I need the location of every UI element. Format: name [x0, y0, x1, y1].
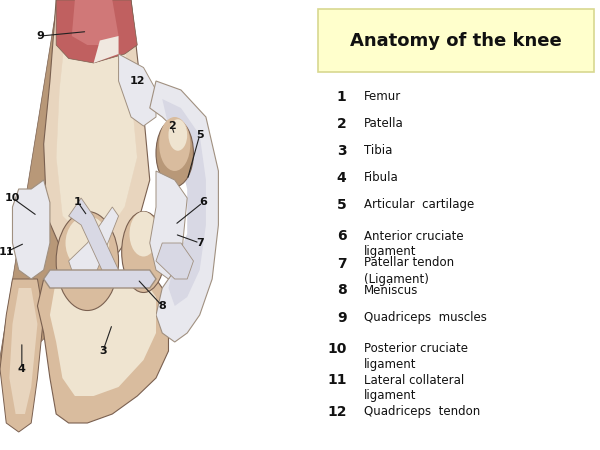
Polygon shape — [0, 279, 44, 432]
Ellipse shape — [156, 119, 193, 187]
Ellipse shape — [65, 216, 109, 270]
Text: 2: 2 — [168, 121, 175, 131]
Text: 4: 4 — [18, 364, 26, 374]
Polygon shape — [0, 9, 125, 396]
Text: Fibula: Fibula — [364, 171, 398, 184]
Text: 11: 11 — [327, 374, 347, 387]
Polygon shape — [50, 279, 156, 396]
Text: Quadriceps  muscles: Quadriceps muscles — [364, 310, 487, 324]
Text: 5: 5 — [196, 130, 203, 140]
Polygon shape — [44, 0, 150, 261]
Text: 8: 8 — [337, 284, 347, 297]
Polygon shape — [72, 0, 119, 45]
Polygon shape — [68, 198, 119, 279]
Polygon shape — [94, 36, 119, 63]
Text: 9: 9 — [337, 310, 347, 324]
Polygon shape — [119, 54, 156, 126]
Ellipse shape — [169, 119, 187, 151]
Text: 12: 12 — [130, 76, 145, 86]
Polygon shape — [13, 180, 50, 279]
Text: 12: 12 — [327, 405, 347, 419]
Polygon shape — [162, 99, 206, 306]
Text: 7: 7 — [196, 238, 203, 248]
Text: 6: 6 — [337, 230, 347, 243]
Text: Anterior cruciate
ligament: Anterior cruciate ligament — [364, 230, 463, 258]
FancyBboxPatch shape — [318, 9, 594, 72]
Ellipse shape — [130, 212, 158, 256]
Polygon shape — [150, 171, 187, 279]
Polygon shape — [56, 0, 137, 63]
Text: 5: 5 — [337, 198, 347, 212]
Text: Quadriceps  tendon: Quadriceps tendon — [364, 405, 480, 418]
Text: 2: 2 — [337, 117, 347, 131]
Text: 8: 8 — [158, 301, 166, 311]
Text: Femur: Femur — [364, 90, 401, 103]
Text: Patellar tendon
(Ligament): Patellar tendon (Ligament) — [364, 256, 454, 285]
Text: Articular  cartilage: Articular cartilage — [364, 198, 474, 211]
Polygon shape — [44, 270, 156, 288]
Polygon shape — [10, 288, 37, 414]
Text: 4: 4 — [337, 171, 347, 185]
Text: Patella: Patella — [364, 117, 404, 130]
Text: 10: 10 — [5, 193, 20, 203]
Text: Lateral collateral
ligament: Lateral collateral ligament — [364, 374, 464, 402]
Text: Anatomy of the knee: Anatomy of the knee — [350, 32, 562, 50]
Ellipse shape — [122, 212, 166, 292]
Polygon shape — [68, 207, 119, 279]
Polygon shape — [156, 243, 193, 279]
Text: 7: 7 — [337, 256, 347, 270]
Text: 9: 9 — [37, 31, 44, 41]
Text: 3: 3 — [337, 144, 347, 158]
Text: Posterior cruciate
ligament: Posterior cruciate ligament — [364, 342, 468, 371]
Polygon shape — [56, 0, 137, 234]
Ellipse shape — [159, 117, 190, 171]
Text: Tibia: Tibia — [364, 144, 392, 157]
Text: 1: 1 — [337, 90, 347, 104]
Text: 1: 1 — [74, 198, 82, 207]
Text: Meniscus: Meniscus — [364, 284, 418, 297]
Polygon shape — [150, 81, 218, 342]
Polygon shape — [37, 279, 169, 423]
Ellipse shape — [56, 212, 119, 310]
Text: 3: 3 — [99, 346, 107, 356]
Text: 10: 10 — [327, 342, 347, 356]
Text: 11: 11 — [0, 247, 14, 257]
Text: 6: 6 — [199, 198, 207, 207]
